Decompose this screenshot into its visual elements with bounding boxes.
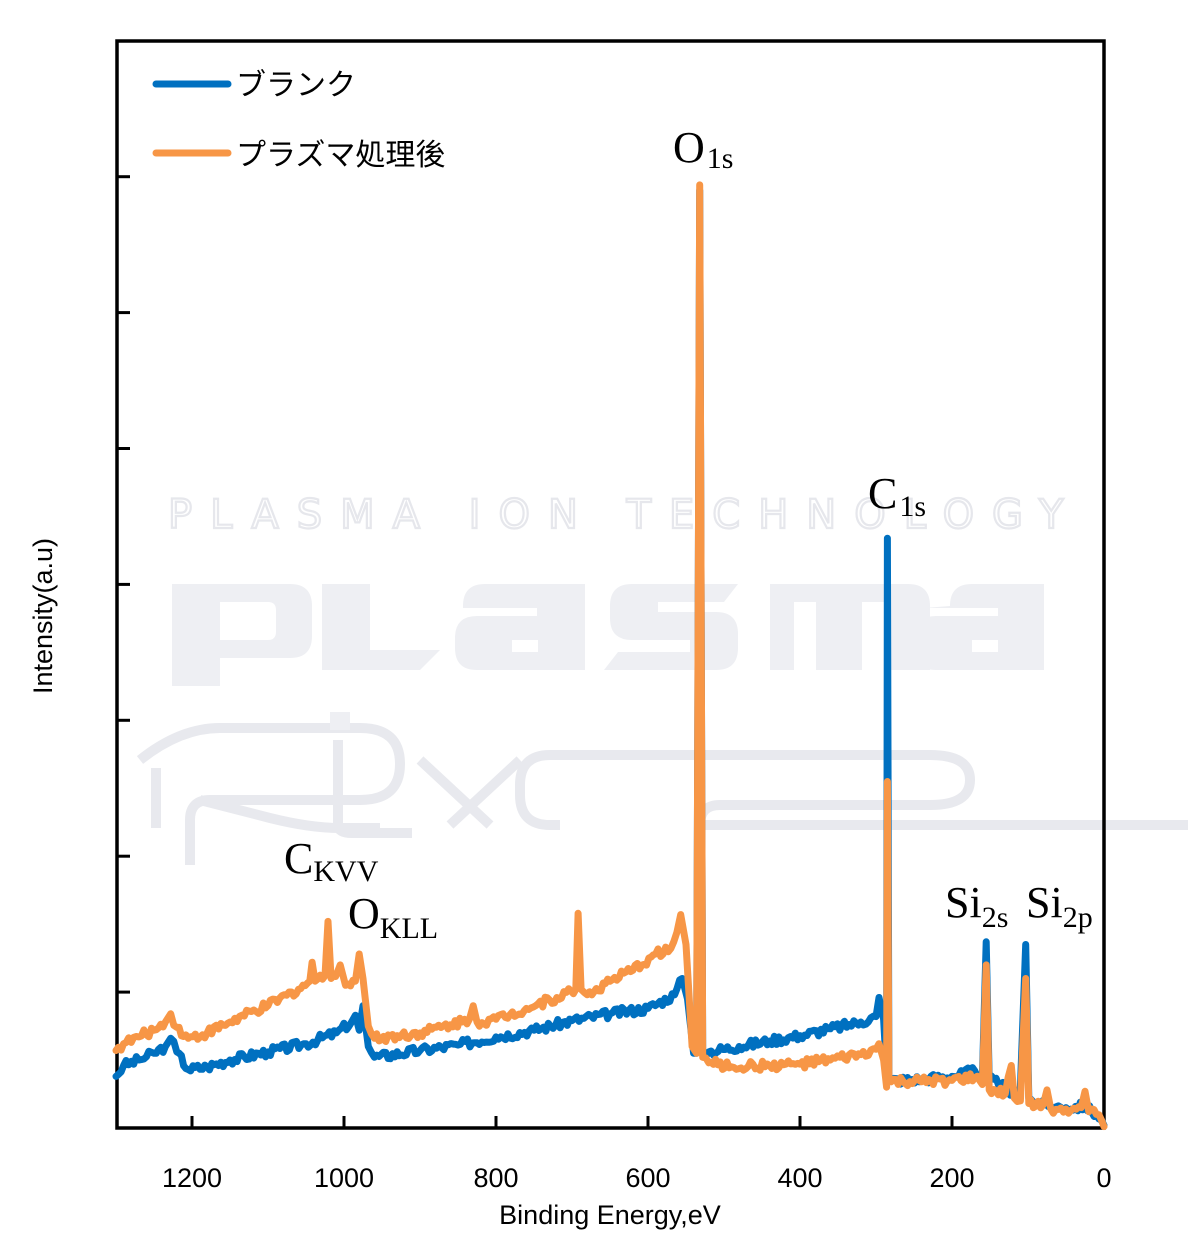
- legend-label-plasma: プラズマ処理後: [236, 138, 445, 173]
- legend-label-blank: ブランク: [236, 68, 356, 103]
- legend: ブランク プラズマ処理後: [152, 68, 445, 173]
- watermark-rise-logo: [136, 712, 1188, 865]
- x-tick-label: 400: [777, 1163, 822, 1193]
- x-tick-label: 1200: [162, 1163, 222, 1193]
- x-tick-label: 0: [1096, 1163, 1111, 1193]
- watermark-plasma-logo: [172, 584, 1044, 686]
- y-axis-title: Intensity(a.u): [28, 538, 58, 694]
- legend-item-plasma[interactable]: プラズマ処理後: [152, 138, 445, 173]
- x-tick-label: 800: [473, 1163, 518, 1193]
- y-axis-ticks: [117, 175, 130, 994]
- legend-item-blank[interactable]: ブランク: [152, 68, 356, 103]
- x-axis-title: Binding Energy,eV: [499, 1200, 721, 1230]
- x-tick-label: 1000: [314, 1163, 374, 1193]
- series-line-plasma-treated: [112, 181, 1108, 1131]
- annotation-c1s: C1s: [868, 469, 926, 523]
- annotation-okll: OKLL: [348, 889, 438, 945]
- annotation-ckvv: CKVV: [284, 834, 379, 888]
- annotation-si2s: Si2s: [945, 878, 1008, 934]
- x-tick-label: 200: [929, 1163, 974, 1193]
- series-group: [112, 181, 1108, 1131]
- annotation-si2p: Si2p: [1026, 878, 1093, 934]
- peak-annotations: O1s C1s CKVV OKLL Si2s Si2p: [284, 123, 1093, 945]
- annotation-o1s: O1s: [673, 123, 733, 175]
- watermark-tagline: PLASMA ION TECHNOLOGY: [168, 492, 1082, 538]
- x-axis-ticks: 1200 1000 800 600 400 200 0: [162, 1116, 1112, 1193]
- watermark: PLASMA ION TECHNOLOGY: [136, 491, 1188, 865]
- x-tick-label: 600: [625, 1163, 670, 1193]
